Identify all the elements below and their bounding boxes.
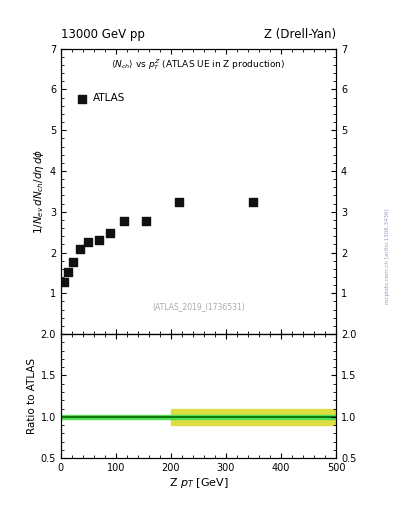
ATLAS bbox=[143, 217, 149, 225]
Y-axis label: $1/N_{ev}\, dN_{ch}/d\eta\, d\phi$: $1/N_{ev}\, dN_{ch}/d\eta\, d\phi$ bbox=[32, 148, 46, 234]
Bar bbox=[61, 415, 336, 419]
ATLAS bbox=[96, 236, 103, 244]
Text: $\langle N_{ch}\rangle$ vs $p_T^Z$ (ATLAS UE in Z production): $\langle N_{ch}\rangle$ vs $p_T^Z$ (ATLA… bbox=[111, 57, 286, 72]
ATLAS bbox=[107, 229, 114, 237]
ATLAS bbox=[70, 258, 76, 266]
Text: Z (Drell-Yan): Z (Drell-Yan) bbox=[264, 28, 336, 41]
ATLAS bbox=[61, 278, 67, 286]
ATLAS bbox=[64, 268, 71, 276]
Y-axis label: Ratio to ATLAS: Ratio to ATLAS bbox=[26, 358, 37, 434]
X-axis label: Z $p_T$ [GeV]: Z $p_T$ [GeV] bbox=[169, 476, 228, 490]
ATLAS bbox=[176, 198, 182, 206]
Text: 13000 GeV pp: 13000 GeV pp bbox=[61, 28, 145, 41]
Text: mcplots.cern.ch [arXiv:1306.3436]: mcplots.cern.ch [arXiv:1306.3436] bbox=[385, 208, 389, 304]
ATLAS bbox=[121, 217, 127, 225]
Legend: ATLAS: ATLAS bbox=[72, 88, 130, 109]
Text: (ATLAS_2019_I1736531): (ATLAS_2019_I1736531) bbox=[152, 302, 245, 311]
ATLAS bbox=[77, 245, 83, 253]
ATLAS bbox=[250, 198, 257, 206]
Bar bbox=[171, 409, 336, 425]
ATLAS bbox=[85, 238, 92, 246]
